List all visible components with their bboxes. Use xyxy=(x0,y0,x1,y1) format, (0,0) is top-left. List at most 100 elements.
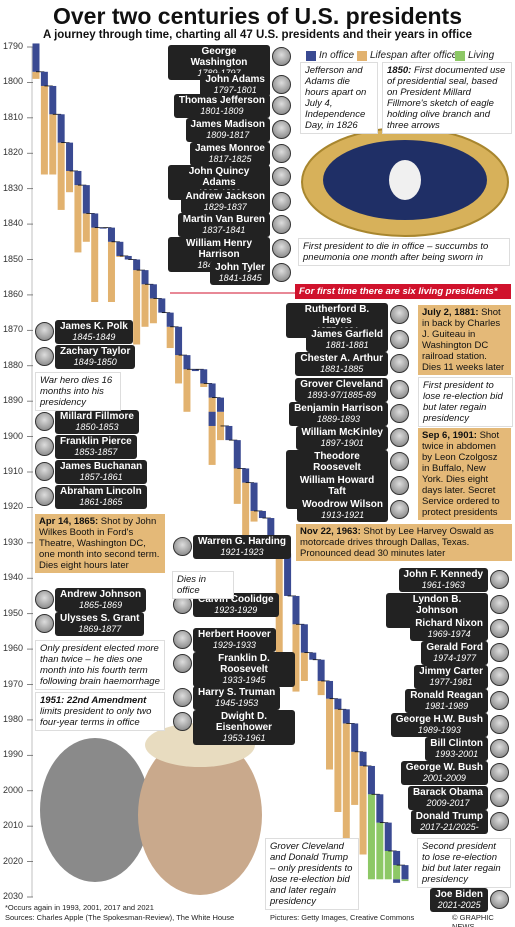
president-term: 1945-1953 xyxy=(215,698,259,708)
president-name: Jimmy Carter xyxy=(419,666,483,677)
after-office-bar xyxy=(91,227,99,302)
annotation-text: First documented use of presidential sea… xyxy=(387,65,506,131)
office-bar xyxy=(217,397,224,412)
president-term: 1841-1845 xyxy=(218,273,262,283)
y-tick-label: 1790 xyxy=(3,41,24,51)
president-name: Benjamin Harrison xyxy=(294,403,383,414)
after-office-bar xyxy=(334,709,342,812)
president-term: 1974-1977 xyxy=(433,653,477,663)
president-name: William Howard Taft xyxy=(299,475,375,497)
annotation: First president to lose re-election bid … xyxy=(418,377,513,427)
president-name: Joe Biden xyxy=(435,889,483,900)
annotation-lead: Nov 22, 1963: xyxy=(300,526,361,537)
president-label: Abraham Lincoln 1861-1865 xyxy=(55,485,147,509)
president-label: Millard Fillmore 1850-1853 xyxy=(55,410,139,434)
portrait xyxy=(173,712,192,731)
y-tick-label: 1800 xyxy=(3,76,24,87)
portrait xyxy=(173,630,192,649)
president-name: George Washington xyxy=(190,46,248,68)
office-bar xyxy=(40,71,48,86)
annotation-text: Shot twice in abdomen by Leon Czolgosz i… xyxy=(422,430,500,518)
portrait xyxy=(390,330,409,349)
president-name: John Quincy Adams xyxy=(188,166,250,188)
office-bar xyxy=(208,383,216,398)
y-tick-label: 1860 xyxy=(3,288,24,299)
office-bar xyxy=(359,751,367,766)
president-label: Franklin Pierce 1853-1857 xyxy=(55,435,137,459)
portrait xyxy=(272,144,291,163)
president-label: John F. Kennedy 1961-1963 xyxy=(398,568,488,592)
president-label: James K. Polk 1845-1849 xyxy=(55,320,133,344)
president-name: Chester A. Arthur xyxy=(300,353,383,364)
y-tick-label: 1810 xyxy=(3,111,24,122)
after-office-bar xyxy=(275,553,283,664)
portrait xyxy=(272,192,291,211)
president-term: 1865-1869 xyxy=(79,600,123,610)
office-bar xyxy=(175,326,183,356)
president-name: Donald Trump xyxy=(415,811,483,822)
after-office-bar xyxy=(133,270,141,345)
annotation: For first time there are six living pres… xyxy=(295,284,511,299)
president-label: John Tyler 1841-1845 xyxy=(210,261,270,285)
president-label: Thomas Jefferson 1801-1809 xyxy=(173,94,270,118)
president-name: James K. Polk xyxy=(60,321,128,332)
office-bar xyxy=(351,723,359,752)
president-name: John F. Kennedy xyxy=(403,569,483,580)
portrait xyxy=(490,763,509,782)
president-name: James Garfield xyxy=(311,329,383,340)
after-office-bar xyxy=(200,383,208,387)
president-term: 1961-1963 xyxy=(421,580,465,590)
after-office-bar xyxy=(116,255,124,258)
portrait xyxy=(490,739,509,758)
annotation-text: War hero dies 16 months into his preside… xyxy=(40,375,113,408)
after-office-bar xyxy=(141,284,149,327)
annotation-text: First president to lose re-election bid … xyxy=(423,380,503,424)
president-term: 1989-1993 xyxy=(417,725,461,735)
annotation-text: limits president to only two four-year t… xyxy=(40,706,152,728)
annotation: Dies in office xyxy=(172,571,234,599)
president-label: William McKinley 1897-1901 xyxy=(296,426,388,450)
portrait xyxy=(390,380,409,399)
president-label: Richard Nixon 1969-1974 xyxy=(410,617,488,641)
president-label: Ulysses S. Grant 1869-1877 xyxy=(55,612,145,636)
office-bar xyxy=(149,284,157,299)
office-bar xyxy=(367,765,375,795)
portrait xyxy=(35,487,54,506)
after-office-bar xyxy=(393,865,401,880)
president-label: John Adams 1797-1801 xyxy=(200,73,270,97)
portrait xyxy=(272,75,291,94)
president-label: Andrew Johnson 1865-1869 xyxy=(55,588,147,612)
office-bar xyxy=(57,114,65,143)
annotation: 1850: First documented use of presidenti… xyxy=(382,62,512,134)
portrait xyxy=(272,215,291,234)
y-tick-label: 1880 xyxy=(3,359,24,370)
legend-label: Lifespan after office xyxy=(370,50,458,61)
president-label: Grover Cleveland 1893-97/1885-89 xyxy=(295,378,388,402)
legend-swatch xyxy=(455,50,465,61)
office-bar xyxy=(342,709,350,724)
president-label: Gerald Ford 1974-1977 xyxy=(421,641,488,665)
president-term: 1837-1841 xyxy=(202,225,246,235)
after-office-bar xyxy=(250,510,258,522)
after-office-bar xyxy=(208,397,216,465)
president-term: 1929-1933 xyxy=(212,640,256,650)
office-bar xyxy=(49,85,57,115)
portrait xyxy=(173,537,192,556)
office-bar xyxy=(267,518,275,540)
portrait xyxy=(490,788,509,807)
portrait xyxy=(272,239,291,258)
office-bar xyxy=(133,259,141,271)
legend-item: Lifespan after office xyxy=(357,50,457,61)
office-bar xyxy=(250,482,258,511)
president-term: 1881-1885 xyxy=(320,364,364,374)
after-office-bar xyxy=(367,794,375,880)
footnote: © GRAPHIC NEWS xyxy=(452,913,494,927)
president-name: William Henry Harrison xyxy=(185,238,253,260)
annotation-text: Shot in back by Charles J. Guiteau in Wa… xyxy=(422,307,505,373)
president-name: John Adams xyxy=(205,74,265,85)
office-bar xyxy=(300,624,308,653)
president-label: Herbert Hoover 1929-1933 xyxy=(193,628,276,652)
after-office-bar xyxy=(32,71,40,79)
annotation: Jefferson and Adams die hours apart on J… xyxy=(300,62,378,134)
y-tick-label: 1870 xyxy=(3,324,24,335)
